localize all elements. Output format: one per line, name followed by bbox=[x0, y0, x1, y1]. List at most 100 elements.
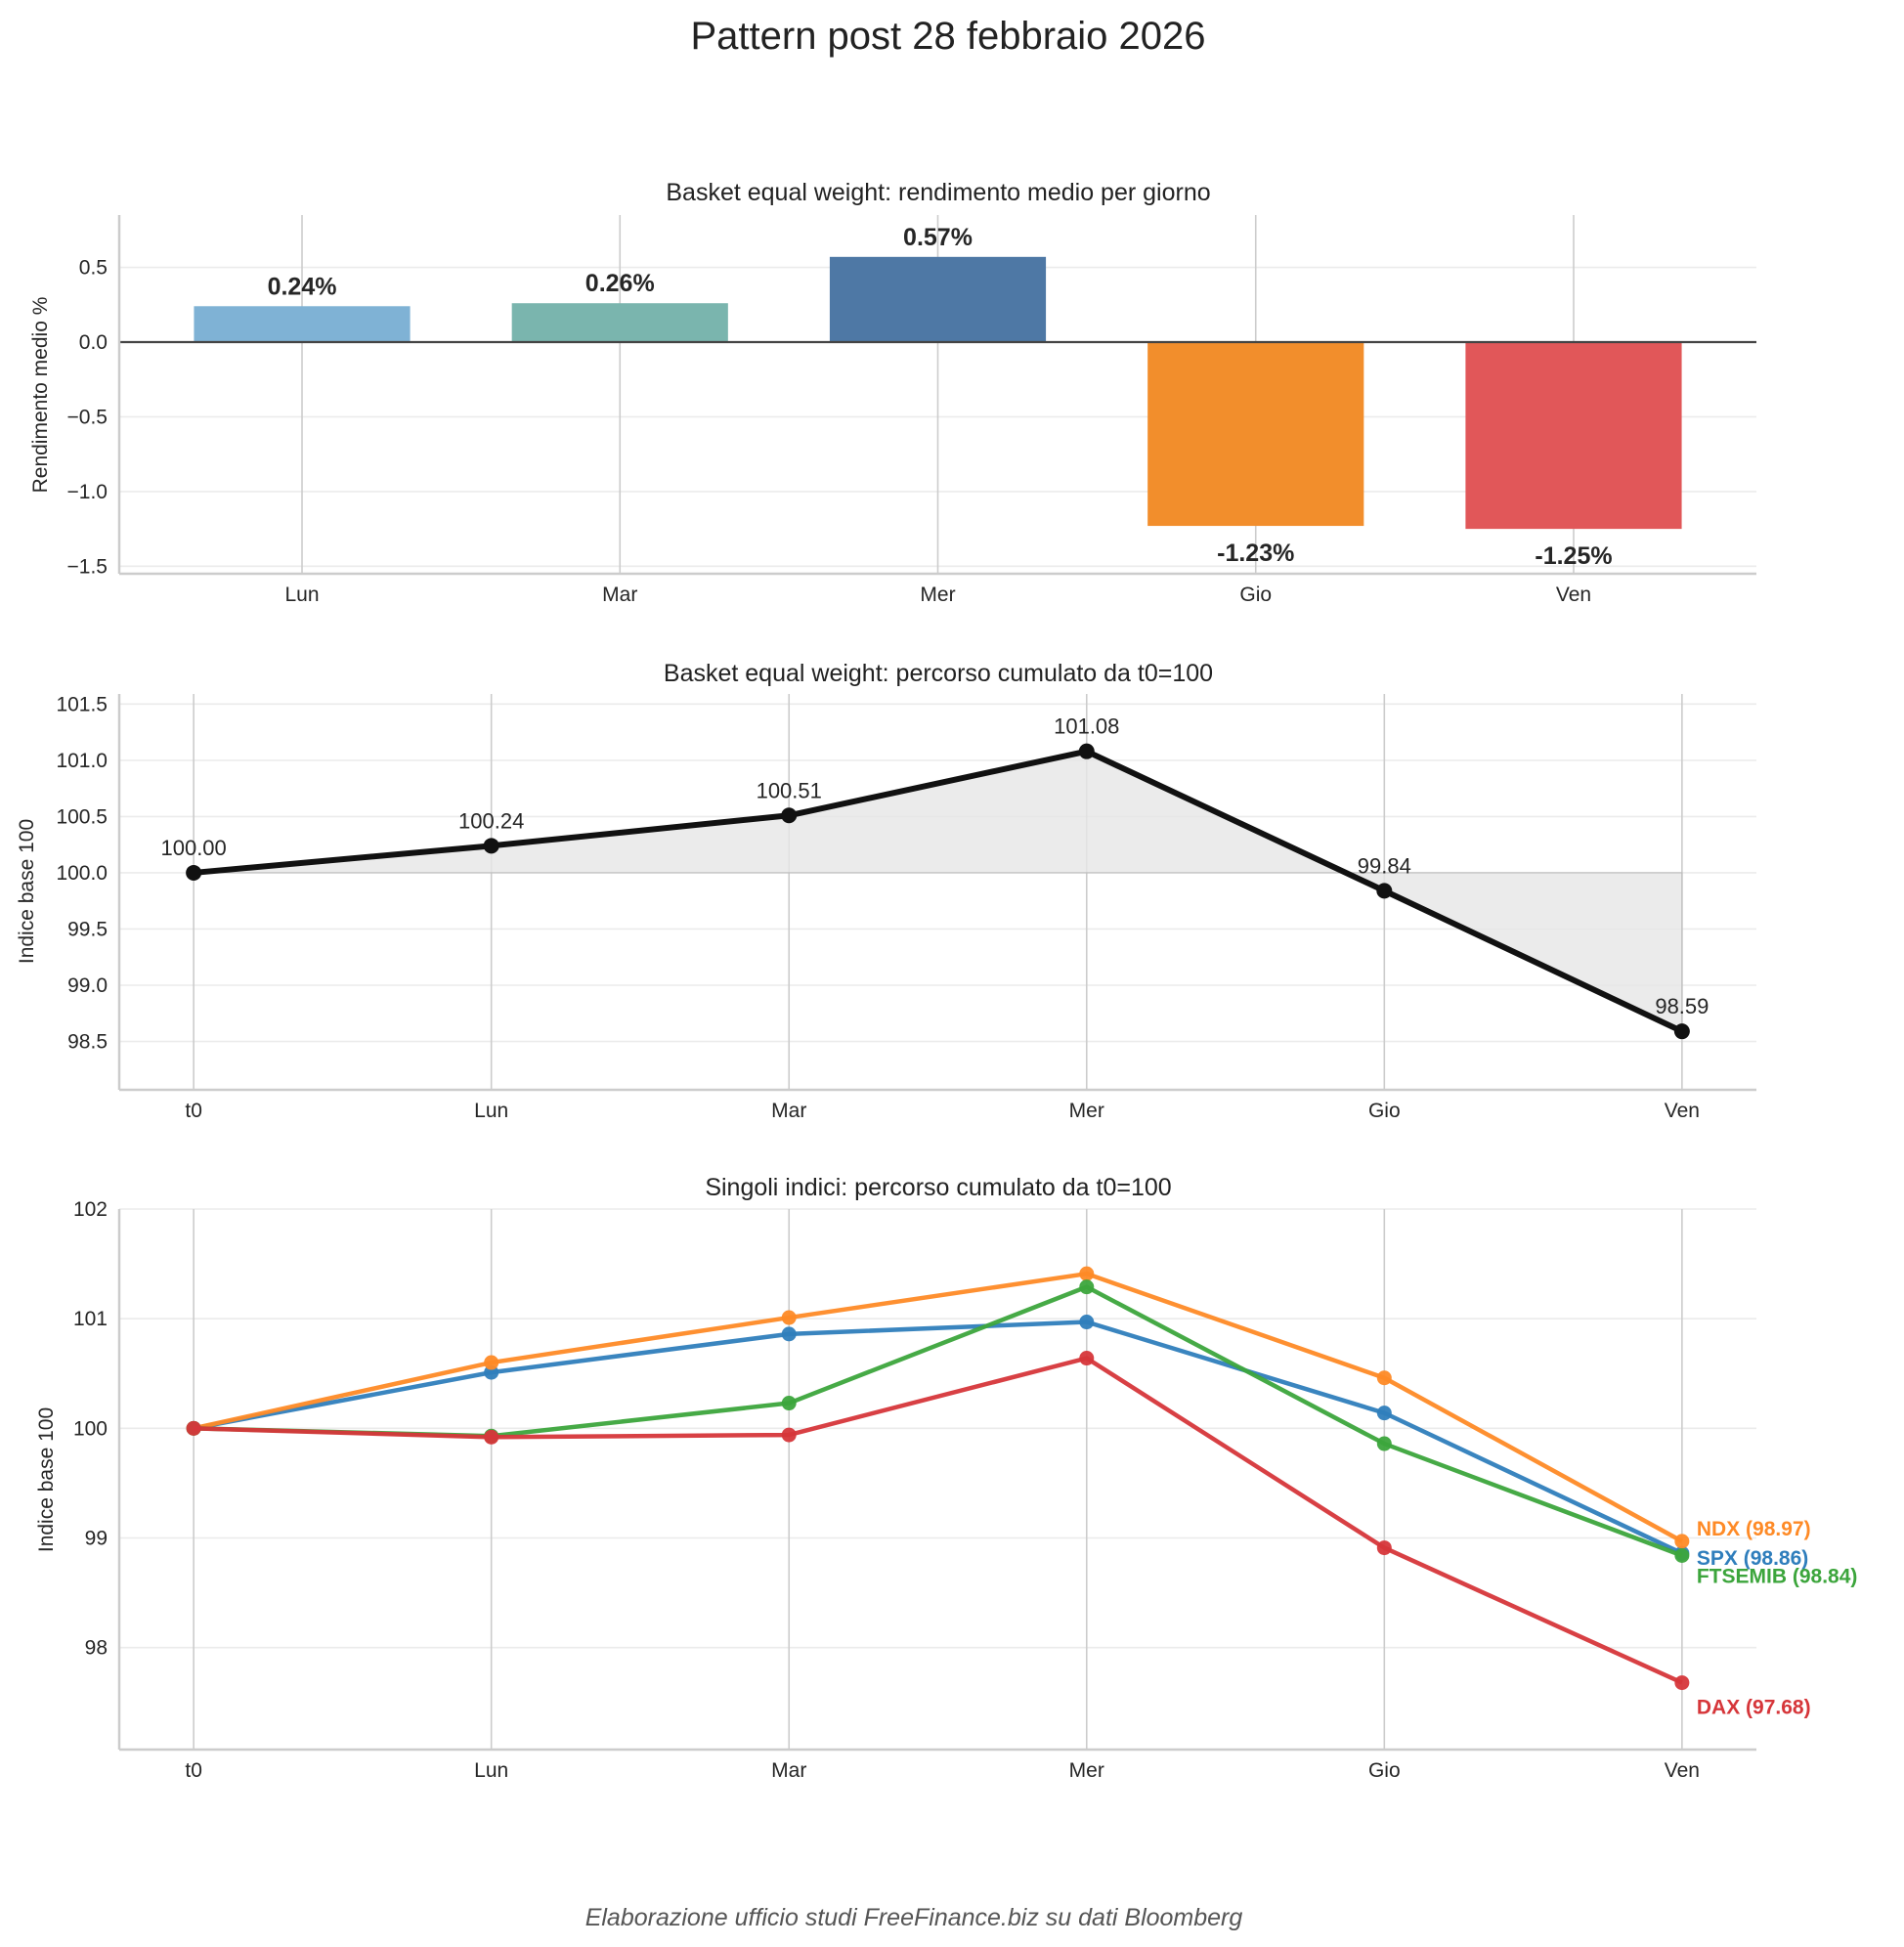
single-indices-end-labels: SPX (98.86) NDX (98.97) FTSEMIB (98.84) DAX… bbox=[1697, 1518, 1858, 1719]
basket-line bbox=[193, 748, 1684, 1034]
x-tick-label: t0 bbox=[185, 1759, 202, 1782]
y-tick-label: −1.0 bbox=[67, 481, 108, 503]
bar-chart-ylabel: Rendimento medio % bbox=[29, 297, 52, 494]
bar-gio bbox=[1147, 341, 1364, 527]
single-indices-lines bbox=[186, 1266, 1690, 1691]
bar-mar bbox=[511, 303, 728, 342]
series-point-ndx bbox=[1079, 1266, 1095, 1281]
point-value-label: 98.59 bbox=[1655, 994, 1709, 1018]
y-tick-label: 0.0 bbox=[79, 331, 108, 354]
end-label-spx: SPX (98.86) bbox=[1697, 1547, 1808, 1570]
basket-point-ven bbox=[1673, 1023, 1690, 1040]
x-tick-label: Lun bbox=[474, 1759, 508, 1782]
bar-value-label: 0.26% bbox=[585, 270, 655, 297]
source-footer: Elaborazione ufficio studi FreeFinance.b… bbox=[585, 1904, 1243, 1931]
end-label-ndx: NDX (98.97) bbox=[1697, 1518, 1811, 1540]
series-point-ndx bbox=[1674, 1534, 1690, 1549]
bar-chart-title: Basket equal weight: rendimento medio pe… bbox=[666, 179, 1210, 206]
y-tick-label: 0.5 bbox=[79, 257, 108, 280]
y-tick-label: 99.0 bbox=[67, 974, 108, 997]
point-value-label: 101.08 bbox=[1054, 714, 1119, 739]
cumulative-basket-title: Basket equal weight: percorso cumulato d… bbox=[664, 660, 1213, 687]
single-indices-gridlines bbox=[119, 1208, 1756, 1750]
cumulative-basket-ylabel: Indice base 100 bbox=[16, 819, 38, 964]
y-tick-label: 98 bbox=[85, 1637, 108, 1660]
y-tick-label: 102 bbox=[73, 1198, 108, 1221]
bar-value-label: 0.57% bbox=[903, 224, 973, 251]
x-tick-label: Mar bbox=[602, 584, 637, 606]
basket-point-mer bbox=[1078, 743, 1095, 759]
x-tick-label: Mer bbox=[920, 584, 955, 606]
cumulative-basket-data-labels: 100.00 100.24 100.51 101.08 99.84 98.59 bbox=[160, 714, 1709, 1018]
series-point-dax bbox=[781, 1427, 797, 1443]
series-point-dax bbox=[1376, 1540, 1392, 1556]
end-label-ftsemib: FTSEMIB (98.84) bbox=[1697, 1565, 1858, 1587]
series-point-spx bbox=[781, 1326, 797, 1342]
series-point-dax bbox=[186, 1420, 201, 1436]
series-point-ftsemib bbox=[1674, 1547, 1690, 1563]
x-tick-label: Lun bbox=[284, 584, 319, 606]
y-tick-label: 101 bbox=[73, 1308, 108, 1330]
basket-point-mar bbox=[781, 807, 798, 824]
bar-chart-panel: Basket equal weight: rendimento medio pe… bbox=[29, 179, 1756, 606]
series-line-spx bbox=[193, 1320, 1683, 1556]
x-tick-label: Mer bbox=[1069, 1100, 1104, 1122]
bar-chart-data-labels: 0.24% 0.26% 0.57% -1.23% -1.25% bbox=[268, 224, 1613, 570]
point-value-label: 100.24 bbox=[458, 808, 524, 833]
x-tick-label: Gio bbox=[1368, 1759, 1401, 1782]
y-tick-label: −1.5 bbox=[67, 555, 108, 578]
series-point-ftsemib bbox=[781, 1396, 797, 1411]
single-indices-title: Singoli indici: percorso cumulato da t0=… bbox=[705, 1174, 1171, 1201]
x-tick-label: Mer bbox=[1069, 1759, 1104, 1782]
bar-mer bbox=[829, 256, 1047, 342]
series-line-ndx bbox=[193, 1271, 1683, 1543]
series-point-spx bbox=[1079, 1315, 1095, 1330]
point-value-label: 99.84 bbox=[1358, 853, 1411, 878]
x-tick-label: Gio bbox=[1368, 1100, 1401, 1122]
single-indices-ylabel: Indice base 100 bbox=[35, 1407, 58, 1552]
bar-value-label: -1.23% bbox=[1217, 540, 1294, 567]
end-label-dax: DAX (97.68) bbox=[1697, 1697, 1811, 1719]
figure-title: Pattern post 28 febbraio 2026 bbox=[690, 15, 1205, 58]
y-tick-label: 100.0 bbox=[56, 862, 108, 885]
y-tick-label: 100.5 bbox=[56, 805, 108, 828]
basket-point-gio bbox=[1376, 883, 1393, 899]
cumulative-basket-panel: Basket equal weight: percorso cumulato d… bbox=[16, 660, 1756, 1122]
y-tick-label: 99 bbox=[85, 1528, 108, 1550]
series-point-ndx bbox=[1376, 1370, 1392, 1386]
series-point-ndx bbox=[781, 1310, 797, 1325]
series-point-ftsemib bbox=[1376, 1436, 1392, 1451]
point-value-label: 100.51 bbox=[757, 778, 822, 802]
series-point-spx bbox=[1376, 1406, 1392, 1421]
bar-chart-axes: 0.5 0.0 −0.5 −1.0 −1.5 Lun Mar Mer Gio Ven bbox=[67, 215, 1756, 606]
bar-chart-bars bbox=[194, 256, 1682, 530]
single-indices-panel: Singoli indici: percorso cumulato da t0=… bbox=[35, 1174, 1857, 1782]
y-tick-label: 101.5 bbox=[56, 693, 108, 715]
y-tick-label: 101.0 bbox=[56, 750, 108, 772]
basket-point-lun bbox=[483, 838, 499, 854]
bar-lun bbox=[194, 306, 411, 342]
x-tick-label: t0 bbox=[185, 1100, 202, 1122]
y-tick-label: −0.5 bbox=[67, 406, 108, 428]
series-point-dax bbox=[1079, 1351, 1095, 1366]
x-tick-label: Mar bbox=[771, 1100, 806, 1122]
single-indices-axes: 102 101 100 99 98 t0 Lun Mar Mer Gio Ven bbox=[73, 1198, 1756, 1782]
x-tick-label: Ven bbox=[1665, 1100, 1700, 1122]
y-tick-label: 99.5 bbox=[67, 918, 108, 940]
series-line-dax bbox=[194, 1356, 1683, 1685]
bar-value-label: -1.25% bbox=[1535, 542, 1612, 570]
x-tick-label: Gio bbox=[1239, 584, 1272, 606]
point-value-label: 100.00 bbox=[160, 836, 226, 860]
y-tick-label: 98.5 bbox=[67, 1031, 108, 1054]
basket-point-t0 bbox=[186, 864, 202, 881]
cumulative-basket-line bbox=[186, 743, 1690, 1040]
cumulative-basket-axes: 101.5 101.0 100.5 100.0 99.5 99.0 98.5 t0 Lun Mar… bbox=[56, 693, 1756, 1122]
x-tick-label: Ven bbox=[1665, 1759, 1700, 1782]
series-point-dax bbox=[484, 1429, 499, 1445]
y-tick-label: 100 bbox=[73, 1417, 108, 1440]
bar-ven bbox=[1465, 341, 1682, 530]
x-tick-label: Ven bbox=[1556, 584, 1591, 606]
series-point-ftsemib bbox=[1079, 1279, 1095, 1295]
series-point-ndx bbox=[484, 1355, 499, 1370]
